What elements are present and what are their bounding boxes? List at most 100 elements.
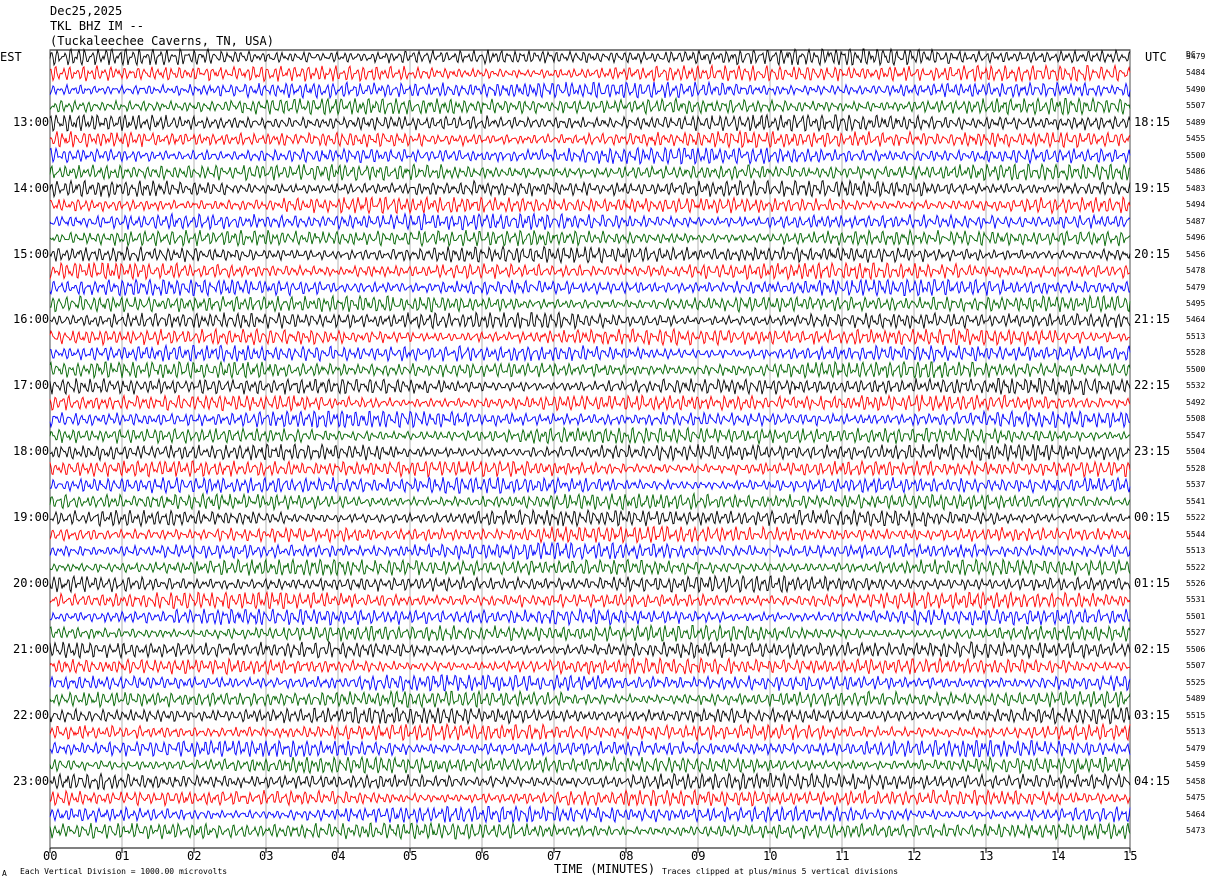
dc-offset-label: 5547 [1186, 430, 1206, 440]
est-hour-label: 22:00 [13, 707, 50, 722]
dc-offset-label: 5528 [1186, 463, 1206, 473]
seismic-trace [49, 755, 1131, 775]
seismic-trace [49, 739, 1131, 758]
seismic-trace [49, 409, 1131, 429]
dc-offset-label: 5544 [1186, 529, 1206, 539]
x-tick-label: 05 [403, 849, 418, 863]
seismic-trace [49, 80, 1131, 100]
utc-hour-label: 04:15 [1134, 773, 1171, 788]
x-tick-label: 09 [691, 849, 706, 863]
seismic-trace [49, 278, 1130, 298]
dc-offset-label: 5487 [1186, 216, 1206, 226]
utc-hour-label: 20:15 [1134, 246, 1171, 261]
utc-hour-label: 23:15 [1134, 444, 1171, 459]
dc-offset-label: 5478 [1186, 266, 1206, 276]
dc-offset-label: 5479 [1186, 743, 1206, 753]
est-hour-label: 20:00 [13, 575, 50, 590]
x-tick-label: 15 [1123, 849, 1138, 863]
dc-offset-label: 5501 [1186, 611, 1206, 621]
seismic-trace [49, 47, 1131, 67]
seismic-trace [49, 557, 1131, 577]
est-hour-label: 14:00 [13, 180, 50, 195]
seismic-trace [49, 178, 1131, 199]
dc-offset-label: 5479 [1186, 282, 1206, 292]
dc-offset-label: 5513 [1186, 727, 1206, 737]
x-tick-label: 14 [1051, 849, 1066, 863]
dc-offset-label: 5506 [1186, 644, 1206, 654]
utc-hour-label: 22:15 [1134, 378, 1171, 393]
seismic-trace [49, 722, 1131, 742]
x-tick-label: 00 [43, 849, 58, 863]
seismic-trace [49, 525, 1131, 545]
dc-offset-label: 5515 [1186, 710, 1206, 720]
dc-offset-label: 5494 [1186, 200, 1206, 210]
corner-mark: A [2, 869, 7, 878]
dc-offset-label: 5504 [1186, 447, 1206, 457]
seismic-trace [49, 821, 1131, 841]
utc-hour-label: 03:15 [1134, 707, 1171, 722]
seismic-trace [50, 294, 1131, 314]
dc-offset-label: 5455 [1186, 134, 1206, 144]
dc-offset-label: 5522 [1186, 513, 1206, 523]
seismic-trace [49, 804, 1131, 825]
x-tick-label: 06 [475, 849, 490, 863]
dc-offset-label: 5526 [1186, 578, 1206, 588]
dc-offset-label: 5500 [1186, 364, 1206, 374]
dc-offset-label: 5459 [1186, 760, 1206, 770]
dc-offset-label: 5456 [1186, 249, 1206, 259]
dc-offset-label: 5528 [1186, 348, 1206, 358]
plot-date: Dec25,2025 [50, 4, 123, 18]
dc-offset-label: 5464 [1186, 809, 1206, 819]
est-hour-label: 15:00 [13, 246, 50, 261]
dc-offset-label: 5508 [1186, 414, 1206, 424]
x-axis-title: TIME (MINUTES) [554, 862, 656, 876]
seismic-trace [49, 788, 1131, 808]
seismic-trace [49, 343, 1131, 364]
dc-offset-label: 5458 [1186, 776, 1206, 786]
dc-offset-label: 5507 [1186, 661, 1206, 671]
seismic-trace [49, 656, 1131, 676]
utc-hour-label: 00:15 [1134, 510, 1171, 525]
dc-offset-label: 5484 [1186, 68, 1206, 78]
seismic-trace [49, 228, 1131, 248]
scale-note: Each Vertical Division = 1000.00 microvo… [20, 867, 228, 876]
dc-offset-label: 5492 [1186, 397, 1206, 407]
seismic-trace [49, 590, 1131, 610]
seismic-trace [49, 442, 1131, 462]
seismic-trace [49, 674, 1131, 693]
seismic-trace [49, 607, 1131, 627]
seismic-trace [49, 541, 1131, 561]
x-tick-label: 13 [979, 849, 994, 863]
seismic-trace [49, 640, 1131, 660]
seismic-trace [49, 261, 1131, 281]
seismic-trace [49, 195, 1131, 215]
dc-offset-label: 5486 [1186, 167, 1206, 177]
utc-hour-label: 18:15 [1134, 114, 1171, 129]
seismic-trace [49, 623, 1131, 643]
seismic-trace [49, 96, 1131, 117]
seismic-trace [49, 327, 1131, 347]
seismic-trace [49, 211, 1131, 231]
dc-offset-label: 5525 [1186, 677, 1206, 687]
x-tick-label: 02 [187, 849, 202, 863]
utc-hour-label: 02:15 [1134, 641, 1171, 656]
dc-offset-label: 5496 [1186, 233, 1206, 243]
dc-offset-label: 5513 [1186, 331, 1206, 341]
seismic-trace [49, 393, 1131, 413]
seismic-trace [49, 113, 1131, 133]
est-hour-label: 23:00 [13, 773, 50, 788]
x-tick-label: 12 [907, 849, 922, 863]
est-hour-label: 13:00 [13, 114, 50, 129]
seismic-trace [49, 508, 1131, 528]
seismic-trace [49, 475, 1131, 495]
left-timezone-label: EST [0, 50, 22, 64]
dc-offset-label: 5473 [1186, 826, 1206, 835]
seismic-trace [49, 574, 1131, 594]
seismic-trace [49, 360, 1131, 380]
dc-offset-label: 5537 [1186, 480, 1206, 490]
x-tick-label: 04 [331, 849, 346, 863]
est-hour-label: 17:00 [13, 378, 50, 393]
seismic-trace [49, 689, 1131, 709]
dc-offset-label: 5483 [1186, 183, 1206, 193]
